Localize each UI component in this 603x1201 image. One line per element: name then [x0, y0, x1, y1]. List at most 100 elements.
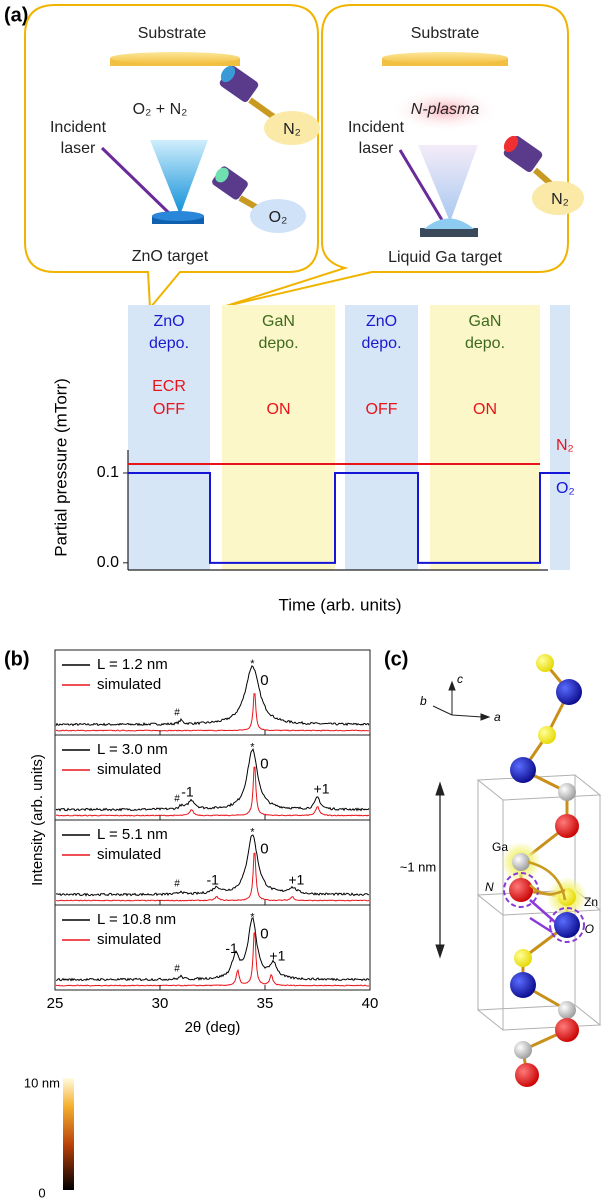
laser — [398, 149, 444, 221]
atom — [555, 1018, 579, 1042]
peak-label: 0 — [260, 756, 268, 773]
scale-label: ~1 nm — [400, 859, 437, 874]
peak-label: # — [174, 878, 180, 889]
axis-name: b — [420, 694, 427, 708]
peak-label: -1 — [181, 783, 194, 799]
phase-label: depo. — [149, 335, 189, 352]
target — [420, 228, 478, 237]
atom — [510, 972, 536, 998]
subplot-frame — [54, 904, 371, 991]
x-tick-label: 25 — [47, 995, 64, 1012]
substrate — [382, 52, 508, 64]
phase-label: depo. — [465, 335, 505, 352]
arrows — [527, 860, 567, 934]
peak-label: -1 — [206, 871, 219, 887]
peak-label: 0 — [260, 841, 268, 858]
y-axis-label: Partial pressure (mTorr) — [51, 378, 70, 557]
substrate-label: Substrate — [138, 25, 207, 42]
gas-label: O₂ — [269, 209, 288, 226]
atom-label: N — [485, 880, 494, 894]
atom — [514, 949, 532, 967]
gas-label: N-plasma — [411, 101, 480, 118]
measured-curve — [56, 834, 370, 897]
panel-label: (a) — [4, 4, 28, 26]
y-tick-label: 0.0 — [97, 554, 119, 571]
legend-label: L = 3.0 nm — [97, 741, 168, 758]
laser-label: laser — [61, 140, 96, 157]
phase-region — [345, 305, 418, 570]
y-tick-label: 0.1 — [97, 464, 119, 481]
phase-region — [430, 305, 540, 570]
peak-label: +1 — [269, 947, 285, 963]
laser — [100, 146, 172, 216]
source — [212, 65, 287, 218]
phase-region — [222, 305, 335, 570]
x-axis-label: Time (arb. units) — [278, 595, 401, 614]
legend-label: O₂ — [556, 480, 575, 497]
peak-mark: * — [250, 912, 255, 924]
atom — [512, 853, 530, 871]
ecr-state: ON — [473, 401, 497, 418]
phase-label: GaN — [469, 313, 502, 330]
legend-label: L = 1.2 nm — [97, 656, 168, 673]
legend-label: simulated — [97, 761, 161, 778]
simulated-curve — [55, 931, 370, 987]
phase-label: GaN — [262, 313, 295, 330]
colorbar-label: 0 — [38, 1185, 45, 1200]
peak-mark: * — [250, 742, 255, 754]
cloud — [264, 111, 320, 145]
atom — [558, 1001, 576, 1019]
axes-glyph — [432, 680, 491, 959]
ecr-state: OFF — [153, 401, 185, 418]
atom-label: Ga — [492, 840, 508, 854]
colorbar — [63, 1078, 74, 1190]
x-tick-label: 35 — [257, 995, 274, 1012]
gas-label: N₂ — [551, 191, 569, 208]
legend-label: L = 5.1 nm — [97, 826, 168, 843]
peak-label: # — [174, 793, 180, 804]
gas-label: O₂ + N₂ — [133, 101, 188, 118]
legend-label: L = 10.8 nm — [97, 911, 176, 928]
atom-label: Zn — [584, 895, 598, 909]
legend-label: N₂ — [556, 437, 574, 454]
ecr-label: ECR — [152, 378, 186, 395]
phase-label: ZnO — [153, 313, 184, 330]
legend-label: simulated — [97, 676, 161, 693]
legend-label: simulated — [97, 846, 161, 863]
target-label: ZnO target — [132, 248, 209, 265]
measured-curve — [55, 748, 370, 812]
atom — [514, 1041, 532, 1059]
atom — [538, 726, 556, 744]
atom — [515, 1063, 539, 1087]
phase-label: depo. — [258, 335, 298, 352]
simulated-curve — [55, 766, 370, 817]
peak-mark: * — [250, 658, 255, 670]
laser-label: Incident — [50, 119, 107, 136]
phase-region — [550, 305, 570, 570]
atom-label: O — [585, 922, 594, 936]
atom-chain — [501, 654, 587, 1087]
cloud — [250, 199, 306, 233]
panel-label: (b) — [4, 648, 30, 670]
laser-label: Incident — [348, 119, 405, 136]
phase-label: ZnO — [366, 313, 397, 330]
atom — [510, 757, 536, 783]
gas-label: N₂ — [283, 121, 301, 138]
atom — [555, 814, 579, 838]
substrate — [110, 52, 240, 64]
laser-label: laser — [359, 140, 394, 157]
legend-label: simulated — [97, 931, 161, 948]
simulated-curve — [55, 852, 370, 902]
phase-label: depo. — [361, 335, 401, 352]
highlight — [549, 907, 585, 943]
plume — [418, 145, 478, 222]
panel-label: (c) — [384, 648, 408, 670]
target — [152, 211, 204, 221]
simulated-curve — [55, 693, 370, 732]
atom — [558, 783, 576, 801]
plume — [150, 140, 208, 215]
target-label: Liquid Ga target — [388, 249, 502, 266]
x-tick-label: 30 — [152, 995, 169, 1012]
bubble — [225, 4, 569, 307]
